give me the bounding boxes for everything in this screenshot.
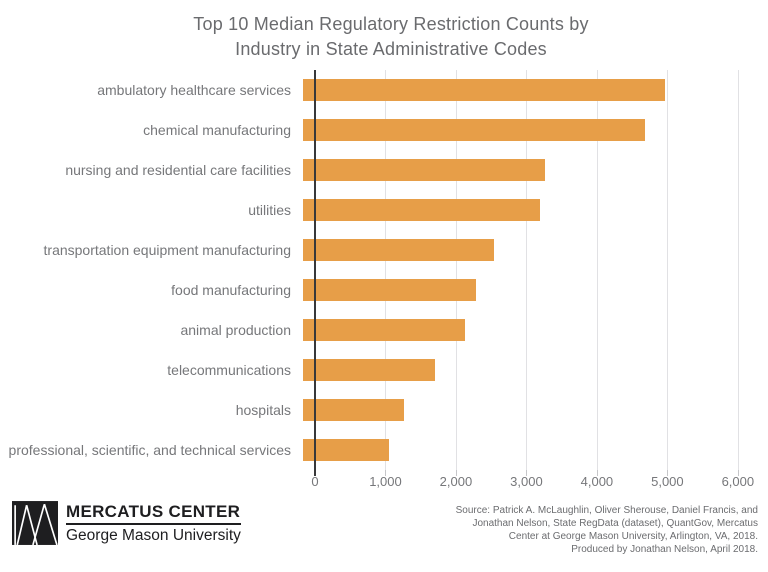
mercatus-logo-mark-icon	[12, 501, 58, 545]
category-label: telecommunications	[167, 362, 291, 378]
chart-row: animal production	[0, 310, 768, 350]
x-tick	[737, 470, 739, 476]
bar-track	[303, 230, 747, 270]
category-label: transportation equipment manufacturing	[43, 242, 291, 258]
bar-track	[303, 70, 747, 110]
gridline	[526, 70, 528, 470]
x-tick-label: 1,000	[369, 474, 402, 489]
x-tick-label: 4,000	[580, 474, 614, 489]
bar-track	[303, 430, 747, 470]
bar-track	[303, 190, 747, 230]
category-label: professional, scientific, and technical …	[8, 442, 291, 458]
x-tick-label: 6,000	[721, 474, 755, 489]
source-text: Source: Patrick A. McLaughlin, Oliver Sh…	[456, 501, 758, 556]
bar-track	[303, 310, 747, 350]
gridline	[596, 70, 598, 470]
category-label: nursing and residential care facilities	[65, 162, 291, 178]
x-tick	[596, 470, 598, 476]
category-label: food manufacturing	[171, 282, 291, 298]
bar-track	[303, 270, 747, 310]
bar-track	[303, 150, 747, 190]
gridline	[455, 70, 457, 470]
bar	[303, 439, 389, 461]
chart-title-line-1: Top 10 Median Regulatory Restriction Cou…	[193, 14, 589, 34]
chart-title: Top 10 Median Regulatory Restriction Cou…	[0, 0, 768, 62]
chart-row: food manufacturing	[0, 270, 768, 310]
chart-row: telecommunications	[0, 350, 768, 390]
chart-row: utilities	[0, 190, 768, 230]
bar	[303, 399, 405, 421]
source-line: Jonathan Nelson, State RegData (dataset)…	[472, 518, 758, 529]
chart-row: ambulatory healthcare services	[0, 70, 768, 110]
logo-university-name: George Mason University	[66, 526, 241, 544]
bar	[303, 319, 466, 341]
bar	[303, 79, 666, 101]
x-tick	[667, 470, 669, 476]
x-tick-labels: 0 1,000 2,000 3,000 4,000 5,000 6,000	[311, 470, 759, 494]
x-tick	[526, 470, 528, 476]
category-label: ambulatory healthcare services	[97, 82, 291, 98]
chart-rows: ambulatory healthcare services chemical m…	[0, 70, 768, 470]
category-label: hospitals	[235, 402, 291, 418]
gridline	[385, 70, 387, 470]
mercatus-logo: MERCATUS CENTER George Mason University	[12, 501, 241, 545]
chart-row: hospitals	[0, 390, 768, 430]
x-tick	[455, 470, 457, 476]
bar-track	[303, 350, 747, 390]
gridlines	[315, 70, 759, 470]
chart-row: professional, scientific, and technical …	[0, 430, 768, 470]
x-tick-label: 0	[311, 474, 319, 489]
x-tick	[385, 470, 387, 476]
x-tick-label: 2,000	[439, 474, 473, 489]
source-line: Source: Patrick A. McLaughlin, Oliver Sh…	[455, 505, 758, 516]
source-line: Produced by Jonathan Nelson, April 2018.	[571, 544, 758, 555]
bar-track	[303, 390, 747, 430]
x-tick-label: 5,000	[651, 474, 684, 489]
bar	[303, 159, 545, 181]
chart-row: chemical manufacturing	[0, 110, 768, 150]
bar	[303, 119, 645, 141]
logo-divider	[66, 522, 241, 525]
chart-row: nursing and residential care facilities	[0, 150, 768, 190]
chart-row: transportation equipment manufacturing	[0, 230, 768, 270]
logo-org-name: MERCATUS CENTER	[66, 501, 241, 521]
bar	[303, 199, 540, 221]
gridline	[737, 70, 739, 470]
y-axis-line	[314, 70, 316, 476]
category-label: utilities	[248, 202, 291, 218]
source-line: Center at George Mason University, Arlin…	[508, 531, 758, 542]
gridline	[667, 70, 669, 470]
bar-chart: ambulatory healthcare services chemical m…	[0, 70, 768, 476]
bar-track	[303, 110, 747, 150]
bar	[303, 279, 476, 301]
bar	[303, 239, 494, 261]
x-tick-label: 3,000	[510, 474, 543, 489]
category-label: animal production	[180, 322, 291, 338]
footer: MERCATUS CENTER George Mason University …	[12, 501, 758, 556]
x-ticks	[315, 470, 759, 476]
category-label: chemical manufacturing	[143, 122, 291, 138]
chart-title-line-2: Industry in State Administrative Codes	[235, 39, 547, 59]
logo-text: MERCATUS CENTER George Mason University	[66, 502, 241, 545]
bar	[303, 359, 436, 381]
